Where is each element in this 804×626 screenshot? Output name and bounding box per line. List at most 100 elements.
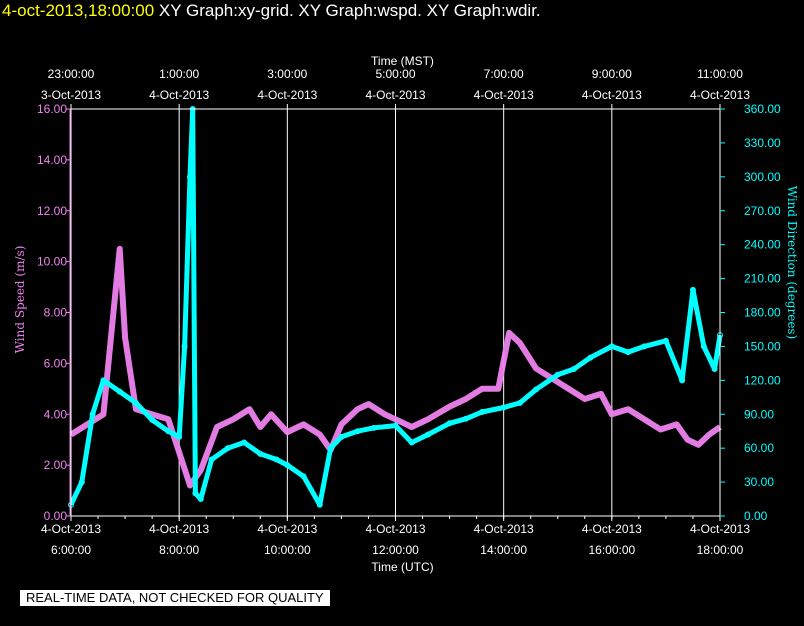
- top-tick-time: 3:00:00: [267, 67, 307, 81]
- top-tick-time: 5:00:00: [375, 67, 415, 81]
- series-wspd-line: [69, 245, 722, 489]
- bottom-tick-date: 4-Oct-2013: [257, 522, 317, 536]
- series-wdir-point: [327, 445, 334, 452]
- left-tick-label: 6.00: [44, 356, 68, 370]
- left-tick-label: 4.00: [44, 407, 68, 421]
- series-wdir-point: [176, 433, 183, 440]
- series-wdir-point: [462, 415, 469, 422]
- series-wdir-point: [679, 377, 686, 384]
- top-tick-time: 9:00:00: [592, 67, 632, 81]
- right-tick-label: 300.00: [744, 170, 781, 184]
- series-wdir-point: [700, 343, 707, 350]
- bottom-tick-time: 8:00:00: [159, 543, 199, 557]
- series-wdir-point: [149, 416, 156, 423]
- series-wdir-point: [300, 473, 307, 480]
- top-tick-date: 4-Oct-2013: [149, 88, 209, 102]
- right-tick-label: 180.00: [744, 306, 781, 320]
- right-axis-title: Wind Direction (degrees): [785, 186, 799, 340]
- right-tick-label: 360.00: [744, 102, 781, 116]
- timestamp: 4-oct-2013,18:00:00: [2, 1, 155, 20]
- graph-titles: XY Graph:xy-grid. XY Graph:wspd. XY Grap…: [158, 1, 541, 20]
- bottom-tick-time: 6:00:00: [51, 543, 91, 557]
- right-tick-label: 240.00: [744, 238, 781, 252]
- bottom-tick-date: 4-Oct-2013: [474, 522, 534, 536]
- left-tick-label: 12.00: [37, 204, 67, 218]
- series-wdir-point: [711, 366, 718, 373]
- series-wdir-point: [208, 456, 215, 463]
- bottom-tick-date: 4-Oct-2013: [690, 522, 750, 536]
- left-axis-title: Wind Speed (m/s): [13, 246, 27, 354]
- series-wdir-point: [257, 450, 264, 457]
- series-wdir-point: [338, 433, 345, 440]
- series-wdir-point: [284, 462, 291, 469]
- right-tick-label: 0.00: [744, 509, 768, 523]
- bottom-axis-title: Time (UTC): [371, 560, 433, 574]
- axes: 4-Oct-2013 6:00:00 4-Oct-2013 8:00:00 4-Oct-…: [13, 54, 799, 574]
- bottom-tick-time: 12:00:00: [372, 543, 419, 557]
- series-wdir-point: [625, 349, 632, 356]
- series-wdir-point: [197, 496, 204, 503]
- right-tick-label: 120.00: [744, 373, 781, 387]
- series-wdir-point: [186, 173, 193, 180]
- series-wdir-point: [273, 456, 280, 463]
- top-tick-date: 3-Oct-2013: [41, 88, 101, 102]
- top-tick-time: 1:00:00: [159, 67, 199, 81]
- top-tick-time: 7:00:00: [484, 67, 524, 81]
- series-wdir-point: [500, 404, 507, 411]
- top-tick-time: 11:00:00: [697, 67, 743, 81]
- series-wdir-point: [181, 343, 188, 350]
- bottom-tick-time: 18:00:00: [697, 543, 744, 557]
- right-tick-label: 90.00: [744, 407, 774, 421]
- series-wdir-point: [224, 445, 231, 452]
- series-wdir-point: [392, 422, 399, 429]
- series-wdir-point: [554, 371, 561, 378]
- top-tick-date: 4-Oct-2013: [690, 88, 750, 102]
- left-tick-label: 2.00: [44, 458, 68, 472]
- top-tick-date: 4-Oct-2013: [582, 88, 642, 102]
- right-tick-label: 270.00: [744, 204, 781, 218]
- series-wdir-point: [587, 354, 594, 361]
- series-wdir-point: [641, 343, 648, 350]
- bottom-tick-date: 4-Oct-2013: [365, 522, 425, 536]
- quality-note: REAL-TIME DATA, NOT CHECKED FOR QUALITY: [20, 590, 330, 606]
- right-tick-label: 60.00: [744, 441, 774, 455]
- left-tick-label: 10.00: [37, 255, 67, 269]
- left-tick-label: 0.00: [44, 509, 68, 523]
- top-tick-date: 4-Oct-2013: [365, 88, 425, 102]
- left-tick-label: 8.00: [44, 306, 68, 320]
- series-wdir-point: [408, 439, 415, 446]
- series-wdir-point: [608, 343, 615, 350]
- grid: [70, 109, 721, 516]
- series-wdir-point: [116, 388, 123, 395]
- series-wdir-point: [370, 424, 377, 431]
- bottom-tick-time: 16:00:00: [588, 543, 635, 557]
- series-wdir-line: [68, 106, 723, 508]
- left-tick-label: 16.00: [37, 102, 67, 116]
- top-tick-time: 23:00:00: [48, 67, 95, 81]
- right-tick-label: 150.00: [744, 339, 781, 353]
- right-tick-label: 210.00: [744, 272, 781, 286]
- bottom-tick-date: 4-Oct-2013: [149, 522, 209, 536]
- series-wdir-point: [689, 286, 696, 293]
- series-wdir-point: [78, 479, 85, 486]
- series-wdir-point: [533, 386, 540, 393]
- series-wdir-point: [241, 439, 248, 446]
- series-wdir-point: [662, 337, 669, 344]
- series-wdir-point: [89, 411, 96, 418]
- right-tick-label: 330.00: [744, 136, 781, 150]
- series-wdir-point: [354, 428, 361, 435]
- series-wdir-point: [570, 366, 577, 373]
- series-wdir-point: [316, 501, 323, 508]
- left-tick-label: 14.00: [37, 153, 67, 167]
- series-wdir-point: [192, 490, 199, 497]
- series-wdir-point: [132, 399, 139, 406]
- right-tick-label: 30.00: [744, 475, 774, 489]
- series-wdir-point: [424, 431, 431, 438]
- series-wdir-point: [165, 428, 172, 435]
- header-title: 4-oct-2013,18:00:00 XY Graph:xy-grid. XY…: [2, 1, 541, 21]
- bottom-tick-time: 10:00:00: [264, 543, 311, 557]
- series-wdir-point: [446, 420, 453, 427]
- bottom-tick-time: 14:00:00: [480, 543, 527, 557]
- bottom-tick-date: 4-Oct-2013: [41, 522, 101, 536]
